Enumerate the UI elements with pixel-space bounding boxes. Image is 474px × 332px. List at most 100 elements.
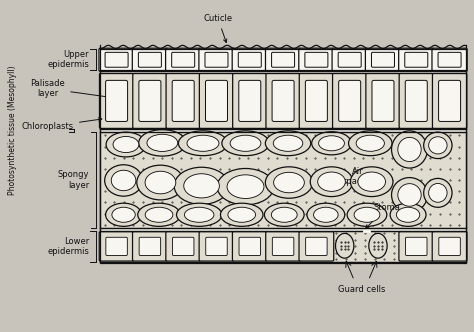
- Ellipse shape: [265, 131, 311, 156]
- FancyBboxPatch shape: [166, 73, 201, 128]
- Ellipse shape: [265, 167, 313, 198]
- Ellipse shape: [184, 207, 214, 222]
- Ellipse shape: [310, 167, 353, 197]
- FancyBboxPatch shape: [132, 48, 167, 71]
- Text: Photosynthetic tissue (Mesophyll): Photosynthetic tissue (Mesophyll): [8, 66, 17, 195]
- FancyBboxPatch shape: [299, 48, 334, 71]
- FancyBboxPatch shape: [99, 48, 134, 71]
- FancyBboxPatch shape: [266, 232, 301, 261]
- Ellipse shape: [105, 165, 143, 196]
- Ellipse shape: [312, 132, 351, 155]
- FancyBboxPatch shape: [238, 52, 261, 67]
- Text: Stoma: Stoma: [366, 203, 400, 228]
- Ellipse shape: [369, 233, 387, 258]
- FancyBboxPatch shape: [100, 132, 466, 228]
- FancyBboxPatch shape: [199, 48, 234, 71]
- FancyBboxPatch shape: [338, 52, 361, 67]
- Ellipse shape: [217, 168, 274, 205]
- FancyBboxPatch shape: [100, 73, 134, 128]
- FancyBboxPatch shape: [233, 73, 267, 128]
- Ellipse shape: [145, 207, 173, 222]
- FancyBboxPatch shape: [100, 231, 466, 262]
- FancyBboxPatch shape: [206, 237, 227, 255]
- Ellipse shape: [336, 233, 354, 258]
- FancyBboxPatch shape: [133, 73, 167, 128]
- Text: Chloroplasts: Chloroplasts: [22, 118, 102, 131]
- Ellipse shape: [271, 207, 297, 222]
- FancyBboxPatch shape: [339, 80, 361, 122]
- FancyBboxPatch shape: [172, 52, 195, 67]
- Ellipse shape: [398, 137, 421, 162]
- FancyBboxPatch shape: [305, 80, 328, 122]
- FancyBboxPatch shape: [432, 232, 467, 261]
- FancyBboxPatch shape: [272, 80, 294, 122]
- Ellipse shape: [228, 207, 255, 222]
- Ellipse shape: [227, 175, 264, 199]
- Ellipse shape: [273, 135, 303, 151]
- FancyBboxPatch shape: [206, 80, 228, 122]
- Ellipse shape: [319, 136, 345, 151]
- Ellipse shape: [147, 134, 178, 151]
- Ellipse shape: [392, 131, 428, 168]
- FancyBboxPatch shape: [239, 80, 261, 122]
- FancyBboxPatch shape: [172, 80, 194, 122]
- Text: Spongy
layer: Spongy layer: [57, 170, 89, 190]
- FancyBboxPatch shape: [332, 48, 367, 71]
- Text: Palisade
layer: Palisade layer: [31, 79, 113, 99]
- Ellipse shape: [428, 137, 447, 154]
- FancyBboxPatch shape: [365, 48, 401, 71]
- Ellipse shape: [348, 131, 392, 156]
- FancyBboxPatch shape: [438, 80, 461, 122]
- Ellipse shape: [392, 178, 428, 212]
- FancyBboxPatch shape: [273, 237, 294, 255]
- Text: Cuticle: Cuticle: [203, 14, 233, 42]
- Ellipse shape: [396, 207, 420, 222]
- FancyBboxPatch shape: [439, 237, 460, 255]
- Ellipse shape: [113, 136, 139, 153]
- FancyBboxPatch shape: [399, 232, 434, 261]
- FancyBboxPatch shape: [366, 73, 400, 128]
- FancyBboxPatch shape: [299, 73, 334, 128]
- Ellipse shape: [184, 174, 219, 198]
- Ellipse shape: [350, 167, 393, 197]
- Ellipse shape: [106, 132, 146, 157]
- FancyBboxPatch shape: [432, 48, 467, 71]
- Text: Upper
epidermis: Upper epidermis: [47, 50, 89, 69]
- Ellipse shape: [220, 203, 263, 226]
- FancyBboxPatch shape: [173, 237, 194, 255]
- FancyBboxPatch shape: [105, 52, 128, 67]
- FancyBboxPatch shape: [333, 73, 367, 128]
- FancyBboxPatch shape: [205, 52, 228, 67]
- FancyBboxPatch shape: [100, 73, 466, 129]
- FancyBboxPatch shape: [138, 52, 161, 67]
- Ellipse shape: [176, 203, 222, 226]
- FancyBboxPatch shape: [438, 52, 461, 67]
- Ellipse shape: [264, 203, 304, 226]
- FancyBboxPatch shape: [266, 73, 300, 128]
- FancyBboxPatch shape: [133, 232, 167, 261]
- FancyBboxPatch shape: [406, 237, 427, 255]
- FancyBboxPatch shape: [199, 232, 234, 261]
- Ellipse shape: [424, 132, 452, 159]
- Ellipse shape: [106, 203, 142, 226]
- FancyBboxPatch shape: [265, 48, 301, 71]
- FancyBboxPatch shape: [432, 73, 467, 128]
- FancyBboxPatch shape: [165, 48, 201, 71]
- FancyBboxPatch shape: [232, 48, 267, 71]
- Ellipse shape: [314, 207, 338, 222]
- Ellipse shape: [347, 203, 387, 226]
- FancyBboxPatch shape: [399, 73, 433, 128]
- FancyBboxPatch shape: [139, 237, 161, 255]
- FancyBboxPatch shape: [100, 52, 466, 263]
- Ellipse shape: [187, 135, 219, 151]
- FancyBboxPatch shape: [372, 80, 394, 122]
- Ellipse shape: [230, 135, 261, 151]
- Ellipse shape: [398, 184, 421, 206]
- Ellipse shape: [178, 131, 228, 156]
- FancyBboxPatch shape: [239, 237, 261, 255]
- Ellipse shape: [390, 203, 426, 226]
- Ellipse shape: [111, 170, 136, 191]
- FancyBboxPatch shape: [399, 48, 434, 71]
- FancyBboxPatch shape: [166, 232, 201, 261]
- Ellipse shape: [174, 167, 229, 205]
